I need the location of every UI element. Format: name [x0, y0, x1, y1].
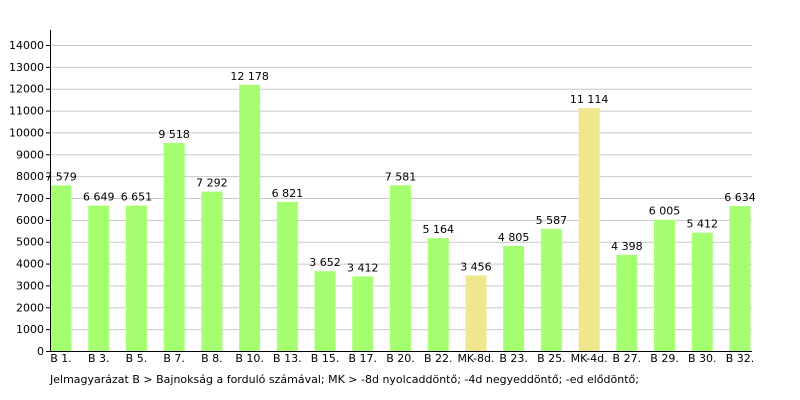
y-tick-label: 2000 [16, 301, 44, 314]
bar [201, 191, 223, 351]
bar [540, 228, 562, 351]
bar [503, 245, 525, 351]
y-tick-label: 14000 [9, 39, 44, 52]
bar [616, 254, 638, 351]
x-tick-label: B 13. [273, 352, 302, 365]
y-tick-label: 12000 [9, 83, 44, 96]
data-label: 3 652 [309, 256, 341, 269]
data-label: 3 456 [460, 260, 492, 273]
data-label: 7 581 [385, 170, 417, 183]
data-label: 3 412 [347, 261, 379, 274]
x-tick-label: B 8. [201, 352, 223, 365]
y-tick-label: 4000 [16, 258, 44, 271]
bar [50, 185, 72, 351]
x-tick-label: B 5. [126, 352, 148, 365]
x-tick-label: B 25. [537, 352, 566, 365]
x-tick-label: B 30. [688, 352, 717, 365]
y-tick-label: 8000 [16, 170, 44, 183]
data-label: 7 292 [196, 177, 228, 190]
x-tick-label: B 23. [499, 352, 528, 365]
y-tick-label: 9000 [16, 148, 44, 161]
x-tick-label: B 20. [386, 352, 415, 365]
data-label: 5 164 [422, 223, 454, 236]
data-label: 5 587 [536, 214, 568, 227]
bar [276, 201, 298, 351]
x-tick-label: B 22. [424, 352, 453, 365]
x-tick-label: B 3. [88, 352, 110, 365]
bar [352, 276, 374, 351]
x-tick-label: B 1. [50, 352, 72, 365]
bar [691, 232, 713, 351]
data-label: 6 651 [121, 191, 153, 204]
data-label: 5 412 [687, 218, 719, 231]
x-tick-label: MK-8d. [457, 352, 494, 365]
bar [163, 142, 185, 351]
bar [314, 271, 336, 351]
data-label: 6 634 [724, 191, 756, 204]
y-tick-label: 3000 [16, 279, 44, 292]
data-label: 6 821 [272, 187, 304, 200]
data-label: 12 178 [230, 70, 269, 83]
y-tick-label: 0 [37, 345, 44, 358]
y-axis-ticks: 0 1000 2000 3000 4000 5000 6000 7000 8000 9000 100… [9, 39, 50, 358]
data-label: 9 518 [158, 128, 190, 141]
data-label: 7 579 [45, 170, 77, 183]
x-tick-label: B 29. [650, 352, 679, 365]
y-tick-label: 7000 [16, 192, 44, 205]
x-tick-label: B 10. [235, 352, 264, 365]
x-tick-label: B 15. [311, 352, 340, 365]
x-tick-label: B 17. [349, 352, 378, 365]
chart-footnote: Jelmagyarázat B > Bajnokság a forduló sz… [49, 373, 639, 386]
bar [578, 108, 600, 351]
bar [239, 84, 261, 351]
y-tick-label: 6000 [16, 214, 44, 227]
bar [390, 185, 411, 351]
bar [654, 219, 676, 351]
data-label: 4 398 [611, 240, 643, 253]
data-label: 6 649 [83, 191, 115, 204]
y-tick-label: 10000 [9, 126, 44, 139]
bar [125, 205, 147, 351]
bar [427, 238, 449, 351]
x-axis-ticks: B 1. B 3. B 5. B 7. B 8. B 10. B 13. B 15. B 17.… [50, 352, 754, 365]
y-tick-label: 5000 [16, 236, 44, 249]
data-label: 4 805 [498, 231, 530, 244]
data-label: 6 005 [649, 205, 681, 218]
bar [465, 275, 487, 351]
x-tick-label: B 27. [613, 352, 642, 365]
x-tick-label: MK-4d. [571, 352, 608, 365]
x-tick-label: B 32. [726, 352, 755, 365]
bars [50, 84, 751, 351]
x-tick-label: B 7. [163, 352, 185, 365]
y-tick-label: 13000 [9, 61, 44, 74]
data-label: 11 114 [570, 93, 609, 106]
y-tick-label: 1000 [16, 323, 44, 336]
data-labels: 7 579 6 649 6 651 9 518 7 292 12 178 6 821 3 65… [45, 70, 756, 275]
bar [729, 205, 751, 351]
y-tick-label: 11000 [9, 105, 44, 118]
bar [88, 205, 110, 351]
